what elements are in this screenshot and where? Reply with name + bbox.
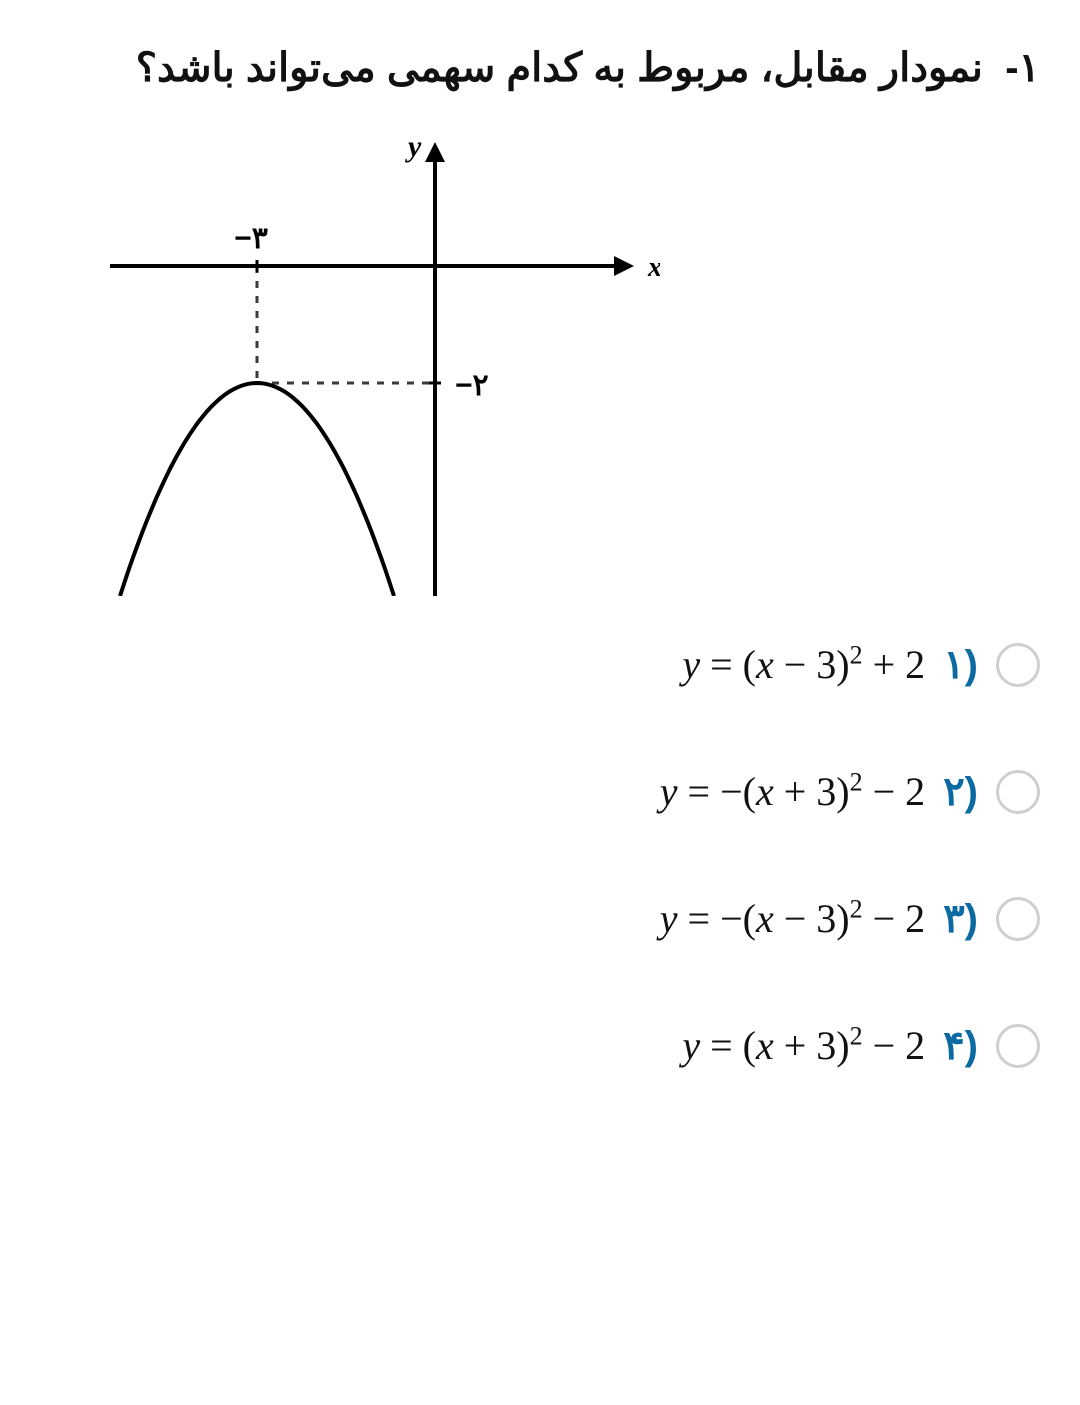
option-row-1[interactable]: y = (x − 3)2 + 2 ۱) [40,641,1040,688]
svg-text:x: x [647,252,660,283]
option-number: ۲) [943,769,978,815]
options-list: y = (x − 3)2 + 2۱)y = −(x + 3)2 − 2۲)y =… [40,641,1040,1069]
radio-icon[interactable] [996,643,1040,687]
option-number: ۳) [943,896,978,942]
question-body: نمودار مقابل، مربوط به کدام سهمی می‌توان… [136,46,983,90]
option-number: ۱) [943,642,978,688]
radio-icon[interactable] [996,1024,1040,1068]
parabola-graph: y x −۳ −۲ [40,136,660,596]
option-row-4[interactable]: y = (x + 3)2 − 2 ۴) [40,1022,1040,1069]
option-formula: y = (x + 3)2 − 2 [682,1022,925,1069]
option-row-3[interactable]: y = −(x − 3)2 − 2 ۳) [40,895,1040,942]
radio-icon[interactable] [996,770,1040,814]
option-formula: y = −(x + 3)2 − 2 [660,768,925,815]
question-text: ۱- نمودار مقابل، مربوط به کدام سهمی می‌ت… [40,30,1040,106]
question-page: ۱- نمودار مقابل، مربوط به کدام سهمی می‌ت… [0,0,1080,1405]
radio-icon[interactable] [996,897,1040,941]
option-formula: y = −(x − 3)2 − 2 [660,895,925,942]
svg-text:−۳: −۳ [234,222,268,255]
graph-container: y x −۳ −۲ [40,136,1040,601]
svg-text:y: y [405,136,422,163]
svg-text:−۲: −۲ [455,369,489,402]
option-formula: y = (x − 3)2 + 2 [682,641,925,688]
option-number: ۴) [943,1023,978,1069]
question-number: ۱- [1005,46,1040,90]
option-row-2[interactable]: y = −(x + 3)2 − 2 ۲) [40,768,1040,815]
